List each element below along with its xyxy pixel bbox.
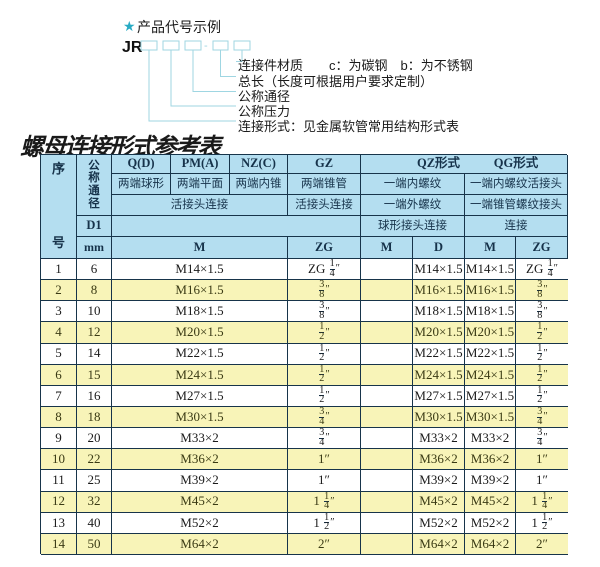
- svg-text:-: -: [204, 40, 208, 52]
